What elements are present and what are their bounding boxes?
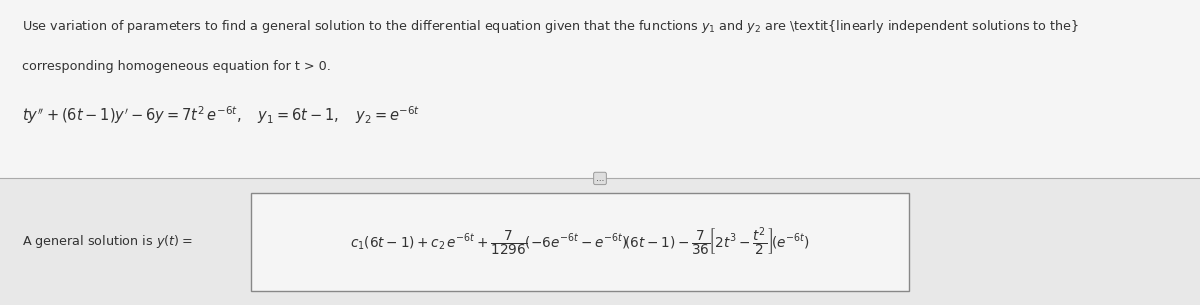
- Text: $\cdots$: $\cdots$: [595, 174, 605, 183]
- Bar: [0, 0, 1200, 178]
- Bar: [0, 178, 1200, 305]
- Text: $c_1(6t-1)+c_2\,e^{-6t}+\dfrac{7}{1296}\!\left(-6e^{-6t}-e^{-6t}\right)\!(6t-1)-: $c_1(6t-1)+c_2\,e^{-6t}+\dfrac{7}{1296}\…: [350, 226, 810, 258]
- Text: Use variation of parameters to find a general solution to the differential equat: Use variation of parameters to find a ge…: [22, 18, 1079, 35]
- Text: corresponding homogeneous equation for t > 0.: corresponding homogeneous equation for t…: [22, 60, 331, 73]
- Text: A general solution is $y(t) = $: A general solution is $y(t) = $: [22, 234, 192, 250]
- Text: $ty'' + (6t-1)y' - 6y = 7t^2\,e^{-6t},$$\quad y_1 = 6t-1,\quad y_2 = e^{-6t}$: $ty'' + (6t-1)y' - 6y = 7t^2\,e^{-6t},$$…: [22, 105, 420, 127]
- FancyBboxPatch shape: [251, 193, 910, 291]
